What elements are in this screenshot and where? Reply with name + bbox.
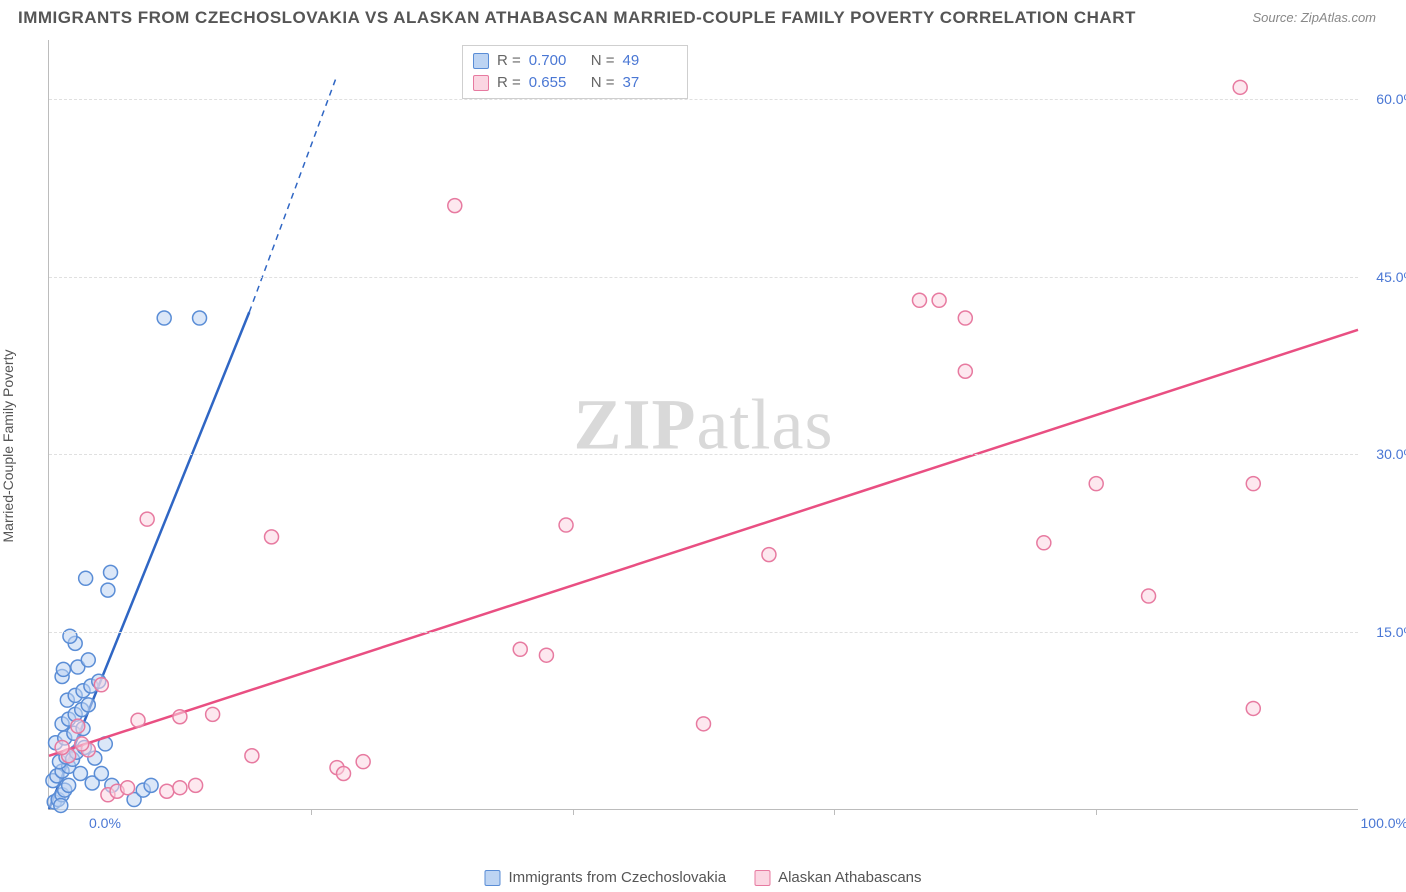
chart-container: IMMIGRANTS FROM CZECHOSLOVAKIA VS ALASKA…: [0, 0, 1406, 892]
legend-item: Alaskan Athabascans: [754, 869, 921, 886]
x-axis-min-label: 0.0%: [89, 815, 121, 831]
source-attribution: Source: ZipAtlas.com: [1252, 10, 1376, 25]
y-axis-title: Married-Couple Family Poverty: [0, 350, 16, 543]
chart-title: IMMIGRANTS FROM CZECHOSLOVAKIA VS ALASKA…: [18, 8, 1136, 28]
legend-label: Immigrants from Czechoslovakia: [508, 869, 726, 886]
legend-series: Immigrants from Czechoslovakia Alaskan A…: [484, 869, 921, 886]
x-axis-ticks: [49, 809, 1358, 815]
legend-stats-row: R = 0.655 N = 37: [473, 72, 677, 94]
legend-stats-row: R = 0.700 N = 49: [473, 50, 677, 72]
legend-label: Alaskan Athabascans: [778, 869, 921, 886]
legend-swatch-blue: [484, 870, 500, 886]
legend-swatch-pink: [473, 75, 489, 91]
legend-swatch-pink: [754, 870, 770, 886]
plot-area: ZIPatlas 0.0% 100.0% 15.0%30.0%45.0%60.0…: [48, 40, 1358, 810]
x-axis-max-label: 100.0%: [1361, 815, 1406, 831]
scatter-svg-layer: [49, 40, 1358, 809]
legend-swatch-blue: [473, 53, 489, 69]
legend-item: Immigrants from Czechoslovakia: [484, 869, 726, 886]
legend-stats: R = 0.700 N = 49 R = 0.655 N = 37: [462, 45, 688, 99]
